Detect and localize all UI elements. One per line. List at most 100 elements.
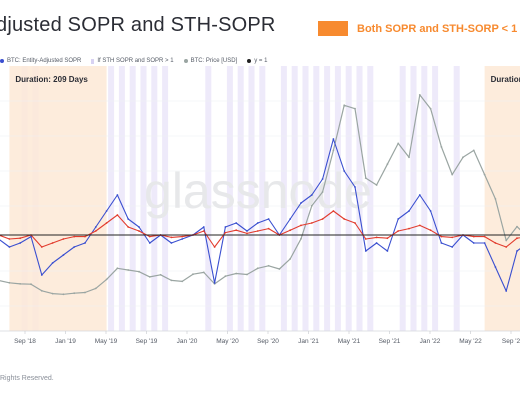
- data-point: [321, 191, 324, 193]
- purple-band: [324, 66, 331, 331]
- data-point: [213, 246, 216, 248]
- purple-band: [356, 66, 363, 331]
- data-point: [505, 239, 508, 242]
- data-point: [40, 289, 43, 292]
- data-point: [343, 170, 346, 172]
- data-point: [364, 250, 367, 252]
- purple-band: [108, 66, 115, 331]
- data-point: [321, 178, 324, 180]
- chart-plot-area: glassnode Duration: 209 Days Duration: 28…: [0, 66, 520, 345]
- data-point: [300, 224, 302, 227]
- data-point: [73, 292, 76, 295]
- purple-band: [302, 66, 309, 331]
- data-point: [472, 235, 475, 238]
- data-point: [62, 238, 65, 240]
- data-point: [256, 267, 259, 270]
- purple-band: [291, 66, 298, 331]
- data-point: [494, 266, 497, 268]
- watermark: glassnode: [144, 163, 372, 219]
- purple-band: [421, 66, 428, 331]
- data-point: [483, 242, 486, 244]
- data-point: [84, 242, 86, 244]
- data-point: [267, 218, 270, 220]
- data-point: [429, 229, 432, 232]
- purple-band: [226, 66, 233, 331]
- legend-item-price[interactable]: BTC: Price [USD]: [183, 58, 238, 64]
- purple-band: [151, 66, 158, 331]
- data-point: [472, 149, 475, 152]
- data-point: [505, 246, 508, 248]
- purple-band: [248, 66, 255, 331]
- callout-swatch-icon: [318, 21, 348, 36]
- data-point: [462, 156, 464, 159]
- data-point: [310, 194, 313, 196]
- data-point: [224, 226, 227, 228]
- data-point: [375, 184, 378, 186]
- data-point: [148, 276, 151, 278]
- data-point: [256, 230, 259, 232]
- purple-band: [162, 66, 169, 331]
- data-point: [516, 250, 518, 252]
- data-point: [148, 242, 151, 244]
- data-point: [343, 218, 346, 220]
- data-point: [505, 290, 508, 292]
- data-point: [127, 269, 130, 271]
- legend-item-y1[interactable]: y = 1: [247, 58, 267, 64]
- data-point: [116, 267, 119, 270]
- legend-label: BTC: Entity-Adjusted SOPR: [7, 58, 82, 64]
- x-tick-label: Sep '18: [14, 338, 36, 345]
- data-point: [192, 273, 194, 276]
- data-point: [408, 227, 410, 230]
- highlight-callout: Both SOPR and STH-SORP < 1: [318, 21, 517, 36]
- x-tick-label: May '21: [338, 338, 361, 345]
- data-point: [440, 235, 443, 238]
- data-point: [235, 272, 238, 275]
- purple-band: [410, 66, 417, 331]
- data-point: [483, 235, 486, 238]
- orange-region: [484, 66, 520, 331]
- data-point: [30, 283, 32, 286]
- purple-band: [205, 66, 212, 331]
- data-point: [19, 242, 22, 244]
- data-point: [332, 210, 335, 212]
- data-point: [105, 278, 108, 281]
- data-point: [516, 225, 518, 228]
- data-point: [224, 231, 227, 234]
- data-point: [375, 242, 378, 244]
- data-point: [105, 222, 108, 224]
- data-point: [397, 142, 400, 145]
- x-tick-label: Sep '19: [136, 338, 158, 345]
- data-point: [451, 246, 454, 248]
- data-point: [170, 236, 173, 239]
- x-tick-label: Sep '2: [502, 338, 520, 345]
- data-point: [202, 271, 205, 274]
- data-point: [418, 224, 421, 227]
- data-point: [300, 237, 302, 240]
- data-point: [397, 218, 400, 220]
- data-point: [289, 229, 292, 232]
- data-point: [138, 270, 140, 273]
- data-point: [246, 273, 248, 276]
- data-point: [375, 236, 378, 239]
- data-point: [332, 138, 335, 140]
- orange-region: [9, 66, 107, 331]
- legend-item-sopr[interactable]: BTC: Entity-Adjusted SOPR: [0, 58, 81, 64]
- data-point: [62, 254, 65, 256]
- purple-band: [118, 66, 125, 331]
- data-point: [235, 222, 238, 224]
- data-point: [472, 242, 475, 244]
- legend-item-both-above[interactable]: If STH SOPR and SOPR > 1: [91, 58, 174, 64]
- callout-label: Both SOPR and STH-SORP < 1: [357, 22, 518, 35]
- data-point: [440, 146, 443, 148]
- data-point: [429, 107, 432, 110]
- data-point: [213, 282, 216, 284]
- data-point: [397, 230, 400, 232]
- data-point: [246, 232, 248, 235]
- legend-label: BTC: Price [USD]: [190, 58, 238, 64]
- data-point: [235, 229, 238, 232]
- data-point: [310, 204, 313, 207]
- data-point: [84, 235, 86, 238]
- data-point: [267, 264, 270, 267]
- data-point: [170, 242, 173, 244]
- data-point: [40, 274, 43, 276]
